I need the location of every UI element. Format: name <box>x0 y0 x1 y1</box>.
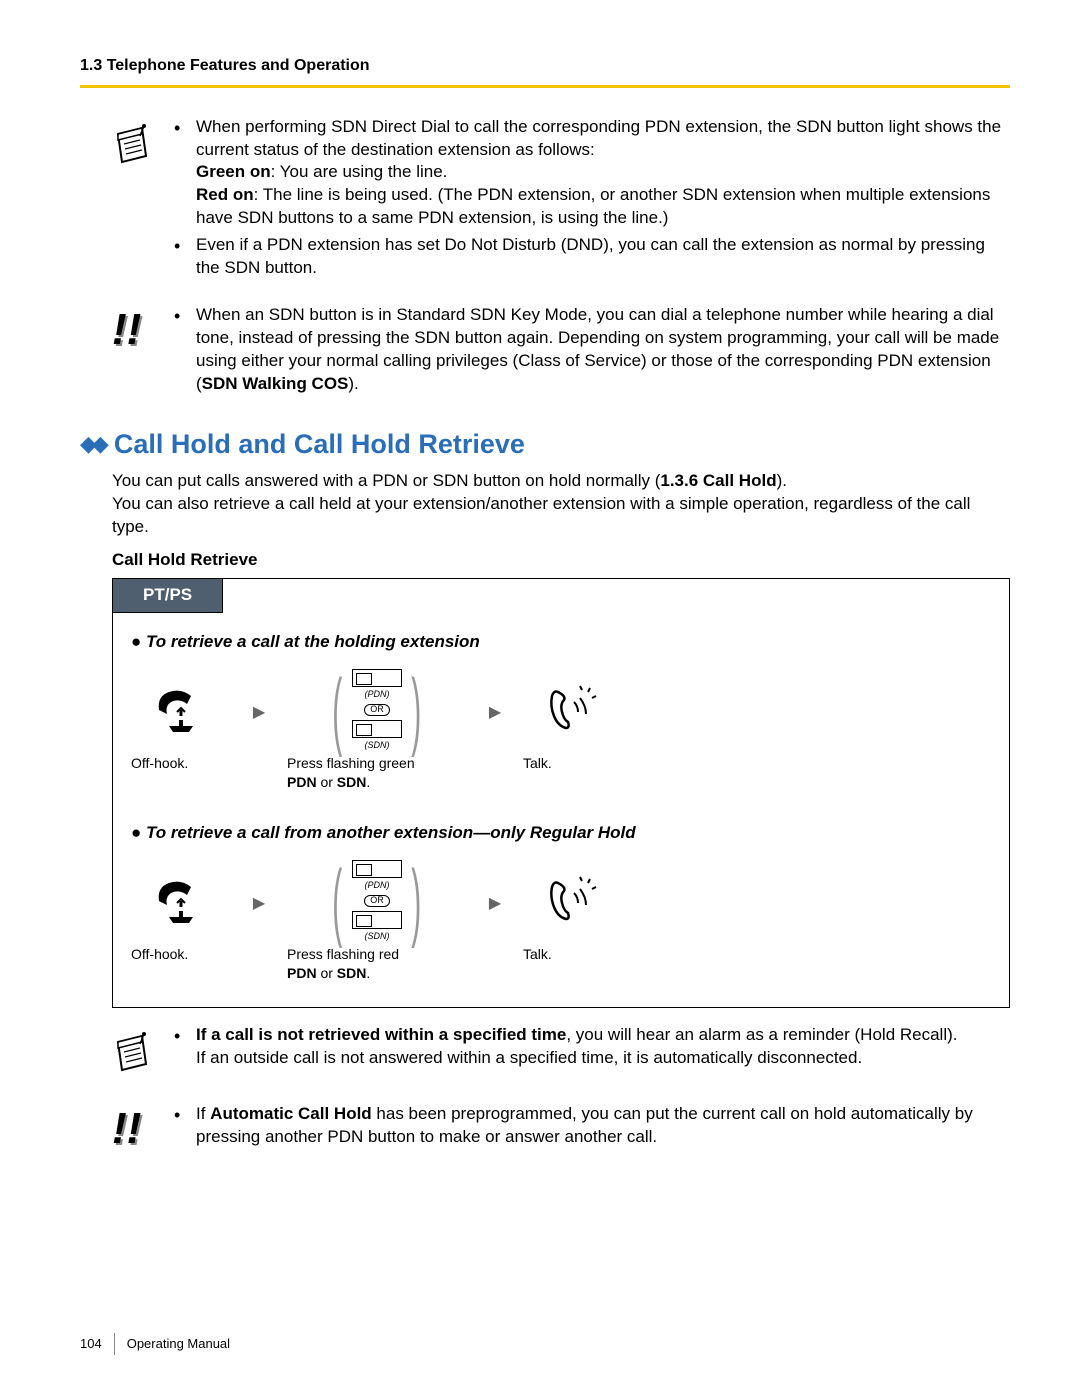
step2-pre: Press flashing red <box>287 946 399 962</box>
bold-term: SDN Walking COS <box>202 374 349 393</box>
important-block: !! When an SDN button is in Standard SDN… <box>112 304 1010 400</box>
proc-title: To retrieve a call from another extensio… <box>146 823 636 842</box>
bracket-right-icon: ) <box>411 676 421 745</box>
bracket-left-icon: ( <box>333 676 343 745</box>
note-icon <box>112 120 160 175</box>
bold-term: Automatic Call Hold <box>210 1104 372 1123</box>
offhook-icon <box>149 873 213 929</box>
bullet-item: Even if a PDN extension has set Do Not D… <box>174 234 1010 280</box>
procedure-heading: ● To retrieve a call from another extens… <box>131 822 991 845</box>
red-desc: : The line is being used. (The PDN exten… <box>196 185 990 227</box>
bullet-text-post: ). <box>348 374 358 393</box>
step2-post: . <box>366 774 370 790</box>
step2-btn1: PDN <box>287 774 317 790</box>
step-talk: Talk. <box>523 857 623 989</box>
pdn-label: (PDN) <box>352 879 402 891</box>
arrow-icon: ▶ <box>489 702 501 724</box>
important-icon: !! <box>112 1107 160 1151</box>
intro-bold: 1.3.6 Call Hold <box>660 471 776 490</box>
procedure-flow: Off-hook. ▶ ( (PDN) OR <box>131 857 991 989</box>
procedure-flow: Off-hook. ▶ ( (PDN) OR <box>131 666 991 798</box>
note-bullet-list: If a call is not retrieved within a spec… <box>174 1024 958 1074</box>
arrow-icon: ▶ <box>253 702 265 724</box>
step-press-button: ( (PDN) OR (SDN) <box>287 857 467 989</box>
step2-btn1: PDN <box>287 965 317 981</box>
section-title: ◆◆ Call Hold and Call Hold Retrieve <box>80 426 1010 462</box>
text-post: , you will hear an alarm as a reminder (… <box>566 1025 957 1044</box>
sdn-label: (SDN) <box>352 930 402 942</box>
label-red: Red on <box>196 185 254 204</box>
divider-rule <box>80 85 1010 88</box>
arrow-icon: ▶ <box>253 893 265 915</box>
pdn-button-icon <box>352 860 402 878</box>
section-intro: You can put calls answered with a PDN or… <box>112 470 1010 539</box>
footer-manual-name: Operating Manual <box>127 1335 230 1353</box>
bullet-text: When performing SDN Direct Dial to call … <box>196 117 1001 159</box>
text-line2: If an outside call is not answered withi… <box>196 1048 862 1067</box>
bracket-left-icon: ( <box>333 867 343 936</box>
bold-lead: If a call is not retrieved within a spec… <box>196 1025 566 1044</box>
sdn-button-icon <box>352 720 402 738</box>
page-number: 104 <box>80 1335 102 1353</box>
important-bullet-list: When an SDN button is in Standard SDN Ke… <box>174 304 1010 400</box>
bullet-item: When performing SDN Direct Dial to call … <box>174 116 1010 231</box>
device-tab: PT/PS <box>113 579 223 613</box>
intro-pre: You can put calls answered with a PDN or… <box>112 471 660 490</box>
label-green: Green on <box>196 162 271 181</box>
step-offhook: Off-hook. <box>131 857 231 989</box>
step-offhook: Off-hook. <box>131 666 231 798</box>
step3-caption: Talk. <box>523 945 623 989</box>
arrow-icon: ▶ <box>489 893 501 915</box>
diamond-icon: ◆◆ <box>80 429 104 459</box>
bullet-item: When an SDN button is in Standard SDN Ke… <box>174 304 1010 396</box>
retrieve-label: Call Hold Retrieve <box>112 549 1010 572</box>
footer-divider <box>114 1333 115 1355</box>
bracket-right-icon: ) <box>411 867 421 936</box>
bullet-text: Even if a PDN extension has set Do Not D… <box>196 235 985 277</box>
section-heading: Call Hold and Call Hold Retrieve <box>114 426 525 462</box>
note-block: If a call is not retrieved within a spec… <box>112 1024 1010 1083</box>
note-bullet-list: When performing SDN Direct Dial to call … <box>174 116 1010 285</box>
step-talk: Talk. <box>523 666 623 798</box>
step2-or: or <box>317 774 337 790</box>
pdn-label: (PDN) <box>352 688 402 700</box>
or-label: OR <box>364 895 390 907</box>
sdn-button-icon <box>352 911 402 929</box>
step2-btn2: SDN <box>337 774 367 790</box>
intro-post: ). <box>777 471 787 490</box>
section-header: 1.3 Telephone Features and Operation <box>80 55 1010 77</box>
text-pre: If <box>196 1104 210 1123</box>
talk-icon <box>544 682 602 738</box>
important-block: !! If Automatic Call Hold has been prepr… <box>112 1103 1010 1153</box>
step3-caption: Talk. <box>523 754 623 798</box>
important-bullet-list: If Automatic Call Hold has been preprogr… <box>174 1103 1010 1153</box>
note-icon <box>112 1028 160 1083</box>
step2-or: or <box>317 965 337 981</box>
green-desc: : You are using the line. <box>271 162 448 181</box>
step1-caption: Off-hook. <box>131 754 231 798</box>
step2-btn2: SDN <box>337 965 367 981</box>
step2-post: . <box>366 965 370 981</box>
talk-icon <box>544 873 602 929</box>
note-block: When performing SDN Direct Dial to call … <box>112 116 1010 285</box>
procedure-heading: ● To retrieve a call at the holding exte… <box>131 631 991 654</box>
bullet-item: If Automatic Call Hold has been preprogr… <box>174 1103 1010 1149</box>
offhook-icon <box>149 682 213 738</box>
proc-title: To retrieve a call at the holding extens… <box>146 632 480 651</box>
important-icon: !! <box>112 308 160 352</box>
step-press-button: ( (PDN) OR (SDN) <box>287 666 467 798</box>
or-label: OR <box>364 704 390 716</box>
bullet-item: If a call is not retrieved within a spec… <box>174 1024 958 1070</box>
step1-caption: Off-hook. <box>131 945 231 989</box>
sdn-label: (SDN) <box>352 739 402 751</box>
pdn-button-icon <box>352 669 402 687</box>
procedure-box: PT/PS ● To retrieve a call at the holdin… <box>112 578 1010 1008</box>
intro-line2: You can also retrieve a call held at you… <box>112 494 970 536</box>
step2-pre: Press flashing green <box>287 755 415 771</box>
page-footer: 104 Operating Manual <box>80 1333 230 1355</box>
